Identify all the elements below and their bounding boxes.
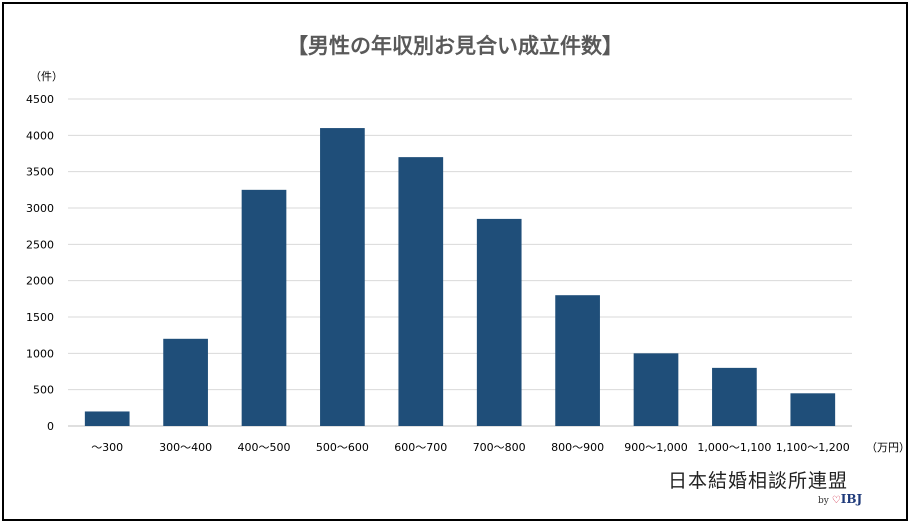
y-tick-label: 4500 <box>26 93 54 106</box>
bar <box>790 393 836 426</box>
y-tick-label: 2500 <box>26 238 54 251</box>
x-tick-label: 700～800 <box>473 441 526 454</box>
bar <box>84 411 130 426</box>
y-axis-unit-label: （件） <box>30 70 63 83</box>
y-tick-label: 500 <box>33 384 54 397</box>
ibj-logo-text: IBJ <box>840 492 863 506</box>
y-tick-label: 3500 <box>26 166 54 179</box>
x-axis-unit-label: （万円） <box>866 441 910 454</box>
bar <box>555 295 600 426</box>
x-tick-label: 1,000～1,100 <box>697 441 771 454</box>
x-tick-label: 900～1,000 <box>624 441 688 454</box>
y-tick-label: 1500 <box>26 311 54 324</box>
y-tick-label: 2000 <box>26 275 54 288</box>
chart-title: 【男性の年収別お見合い成立件数】 <box>287 34 623 58</box>
x-tick-label: 300～400 <box>159 441 212 454</box>
x-tick-label: 800～900 <box>551 441 604 454</box>
heart-icon: ♡ <box>831 495 841 506</box>
x-tick-label: ～300 <box>91 441 123 454</box>
x-tick-label: 1,100～1,200 <box>776 441 850 454</box>
y-tick-label: 3000 <box>26 202 54 215</box>
bar <box>163 338 208 426</box>
x-tick-label: 600～700 <box>394 441 447 454</box>
brand-name: 日本結婚相談所連盟 <box>668 470 849 492</box>
y-tick-label: 0 <box>47 420 54 433</box>
x-tick-label: 400～500 <box>238 441 291 454</box>
bar <box>241 189 287 426</box>
brand-by-text: by <box>818 496 829 506</box>
bar <box>712 367 757 426</box>
bar <box>633 353 679 426</box>
bar <box>476 218 522 426</box>
bar <box>320 128 365 427</box>
y-tick-label: 4000 <box>26 129 54 142</box>
brand-logo: by ♡IBJ <box>818 492 862 506</box>
y-tick-label: 1000 <box>26 347 54 360</box>
bar <box>398 157 444 426</box>
x-tick-label: 500～600 <box>316 441 369 454</box>
